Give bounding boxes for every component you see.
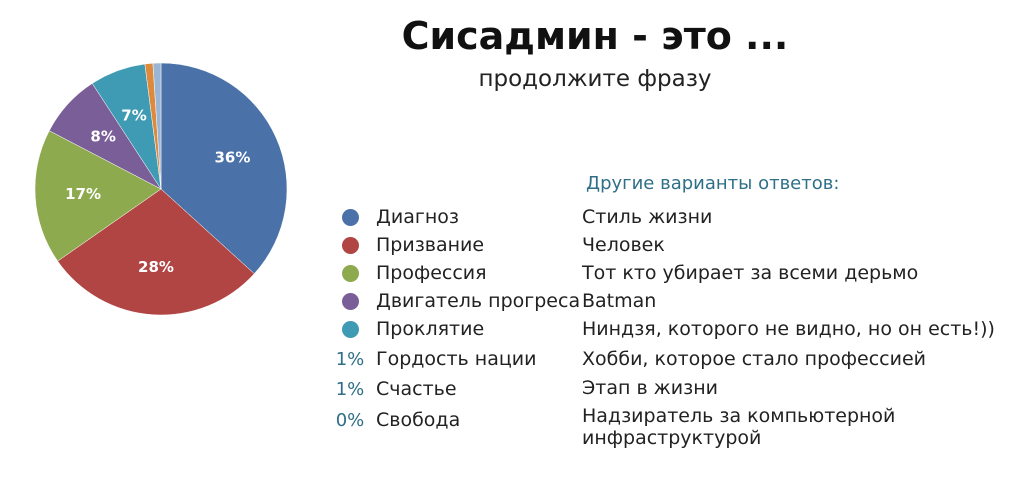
pie-chart: 36% 28% 17% 8% 7% [34,62,288,316]
legend-label: Проклятие [376,318,485,340]
other-answer-item: Ниндзя, которого не видно, но он есть!)) [582,318,995,340]
other-answer-item: Хобби, которое стало профессией [582,348,926,370]
pie-label-2: 28% [138,258,174,276]
legend-item-proklyatie: Проклятие [330,315,484,343]
legend-item-schastie: 1% Счастье [330,375,457,403]
legend-swatch [341,236,359,254]
legend-label: Диагноз [376,206,459,228]
pie-label-4: 8% [90,127,115,145]
legend-swatch [341,320,359,338]
pie-slice-2 [57,188,255,316]
chart-subtitle: продолжите фразу [478,66,712,92]
legend-swatch [341,292,359,310]
other-answer-item: Batman [582,290,657,312]
legend-label: Призвание [376,234,485,256]
legend-item-prizvanie: Призвание [330,231,484,259]
legend-label: Гордость нации [376,348,537,370]
pie-slice-3 [34,130,162,262]
legend-swatch [341,264,359,282]
other-answer-item: Стиль жизни [582,206,713,228]
other-answers-title: Другие варианты ответов: [586,173,840,194]
pie-label-5: 7% [121,107,146,125]
pie-slice-1 [160,62,288,275]
legend-item-professiya: Профессия [330,259,487,287]
pie-slice-7 [152,62,162,190]
legend-item-gordost: 1% Гордость нации [330,345,537,373]
legend-item-dvigatel: Двигатель прогреса [330,287,580,315]
chart-title: Сисадмин - это ... [401,14,789,58]
pie-label-1: 36% [214,148,250,166]
legend-item-svoboda: 0% Свобода [330,406,461,434]
legend-label: Свобода [376,409,461,431]
legend-percent: 1% [335,348,365,370]
legend-percent: 1% [335,378,365,400]
other-answer-item: Тот кто убирает за всеми дерьмо [582,262,919,284]
pie-label-3: 17% [65,185,101,203]
other-answer-item: Человек [582,234,665,256]
legend-label: Счастье [376,378,457,400]
other-answer-item: Надзиратель за компьютерной инфраструкту… [582,405,896,449]
legend-item-diagnoz: Диагноз [330,203,459,231]
legend-label: Профессия [376,262,487,284]
legend-swatch [341,208,359,226]
other-answer-item: Этап в жизни [582,377,719,399]
legend-label: Двигатель прогреса [376,290,581,312]
legend-percent: 0% [335,409,365,431]
